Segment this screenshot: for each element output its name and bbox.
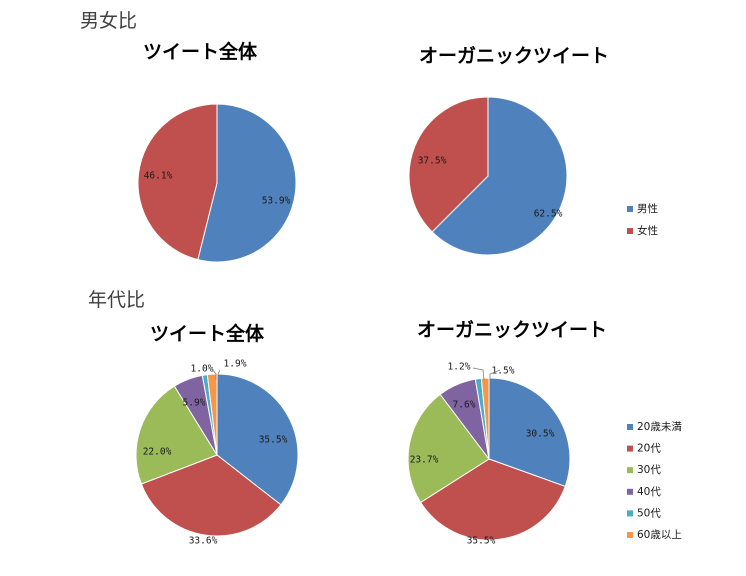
charts: ツイート全体 53.9% 46.1% オーガニックツイート 62.5% 37.5% ツイート…: [135, 40, 609, 547]
data-label: 1.5%: [492, 366, 515, 377]
legend-label: 40代: [637, 486, 661, 498]
data-label: 1.0%: [191, 364, 214, 375]
pie-chart-gender-0: ツイート全体 53.9% 46.1%: [137, 40, 297, 263]
data-label: 37.5%: [418, 156, 447, 167]
pie-slice: [197, 103, 297, 263]
legend-swatch: [627, 424, 633, 430]
legend-label: 女性: [637, 224, 658, 237]
leader-line: [472, 367, 485, 381]
leader-line: [217, 369, 221, 380]
data-label: 1.9%: [224, 359, 247, 370]
legend-label: 50代: [637, 507, 661, 519]
chart-title: ツイート全体: [150, 322, 265, 345]
legend-swatch: [627, 532, 633, 538]
data-label: 46.1%: [144, 171, 173, 182]
legend-swatch: [627, 445, 633, 452]
age-section-title: 年代比: [88, 289, 145, 311]
chart-title: ツイート全体: [143, 40, 258, 63]
leader-line: [489, 369, 501, 380]
legend-swatch: [627, 467, 633, 474]
data-label: 22.0%: [143, 447, 172, 458]
pie-slice: [140, 454, 282, 537]
legend-label: 60歳以上: [637, 529, 682, 541]
data-label: 23.7%: [410, 455, 439, 466]
data-label: 62.5%: [534, 209, 563, 220]
legend-swatch: [627, 206, 633, 212]
data-label: 7.6%: [453, 400, 476, 411]
pie-slice: [431, 96, 568, 256]
data-label: 35.5%: [467, 536, 496, 547]
data-label: 1.2%: [448, 362, 471, 373]
pie-slice: [480, 377, 490, 460]
pie-chart-gender-1: オーガニックツイート 62.5% 37.5%: [408, 45, 609, 256]
chart-title: オーガニックツイート: [417, 319, 607, 341]
legend-swatch: [627, 488, 633, 495]
pie-slice: [206, 373, 218, 456]
legend-label: 男性: [637, 202, 658, 215]
pie-chart-age-2: ツイート全体 35.5% 33.6% 22.0% 5.9% 1.0% 1.9%: [135, 322, 299, 547]
legend-label: 20代: [637, 443, 661, 455]
legend-swatch: [627, 510, 633, 517]
data-label: 30.5%: [526, 429, 555, 440]
legend-label: 20歳未満: [637, 421, 682, 433]
pie-slice: [135, 385, 218, 485]
leader-line: [211, 368, 217, 380]
data-label: 5.9%: [183, 398, 206, 409]
pie-slice: [216, 373, 299, 506]
age-legend: 20歳未満 20代 30代 40代 50代 60歳以上: [627, 421, 682, 541]
pie-chart-age-3: オーガニックツイート 30.5% 35.5% 23.7% 7.6% 1.2% 1.5%: [407, 319, 607, 547]
pie-slice: [407, 393, 490, 504]
pie-slice: [137, 103, 218, 261]
gender-section-title: 男女比: [80, 10, 137, 32]
pie-slice: [408, 96, 489, 233]
data-label: 53.9%: [262, 196, 291, 207]
pie-slice: [419, 458, 566, 541]
pie-slice: [488, 377, 571, 488]
data-label: 33.6%: [189, 536, 218, 547]
legend-swatch: [627, 228, 633, 234]
legend-label: 30代: [637, 464, 661, 476]
chart-title: オーガニックツイート: [419, 45, 609, 67]
data-label: 35.5%: [259, 435, 288, 446]
